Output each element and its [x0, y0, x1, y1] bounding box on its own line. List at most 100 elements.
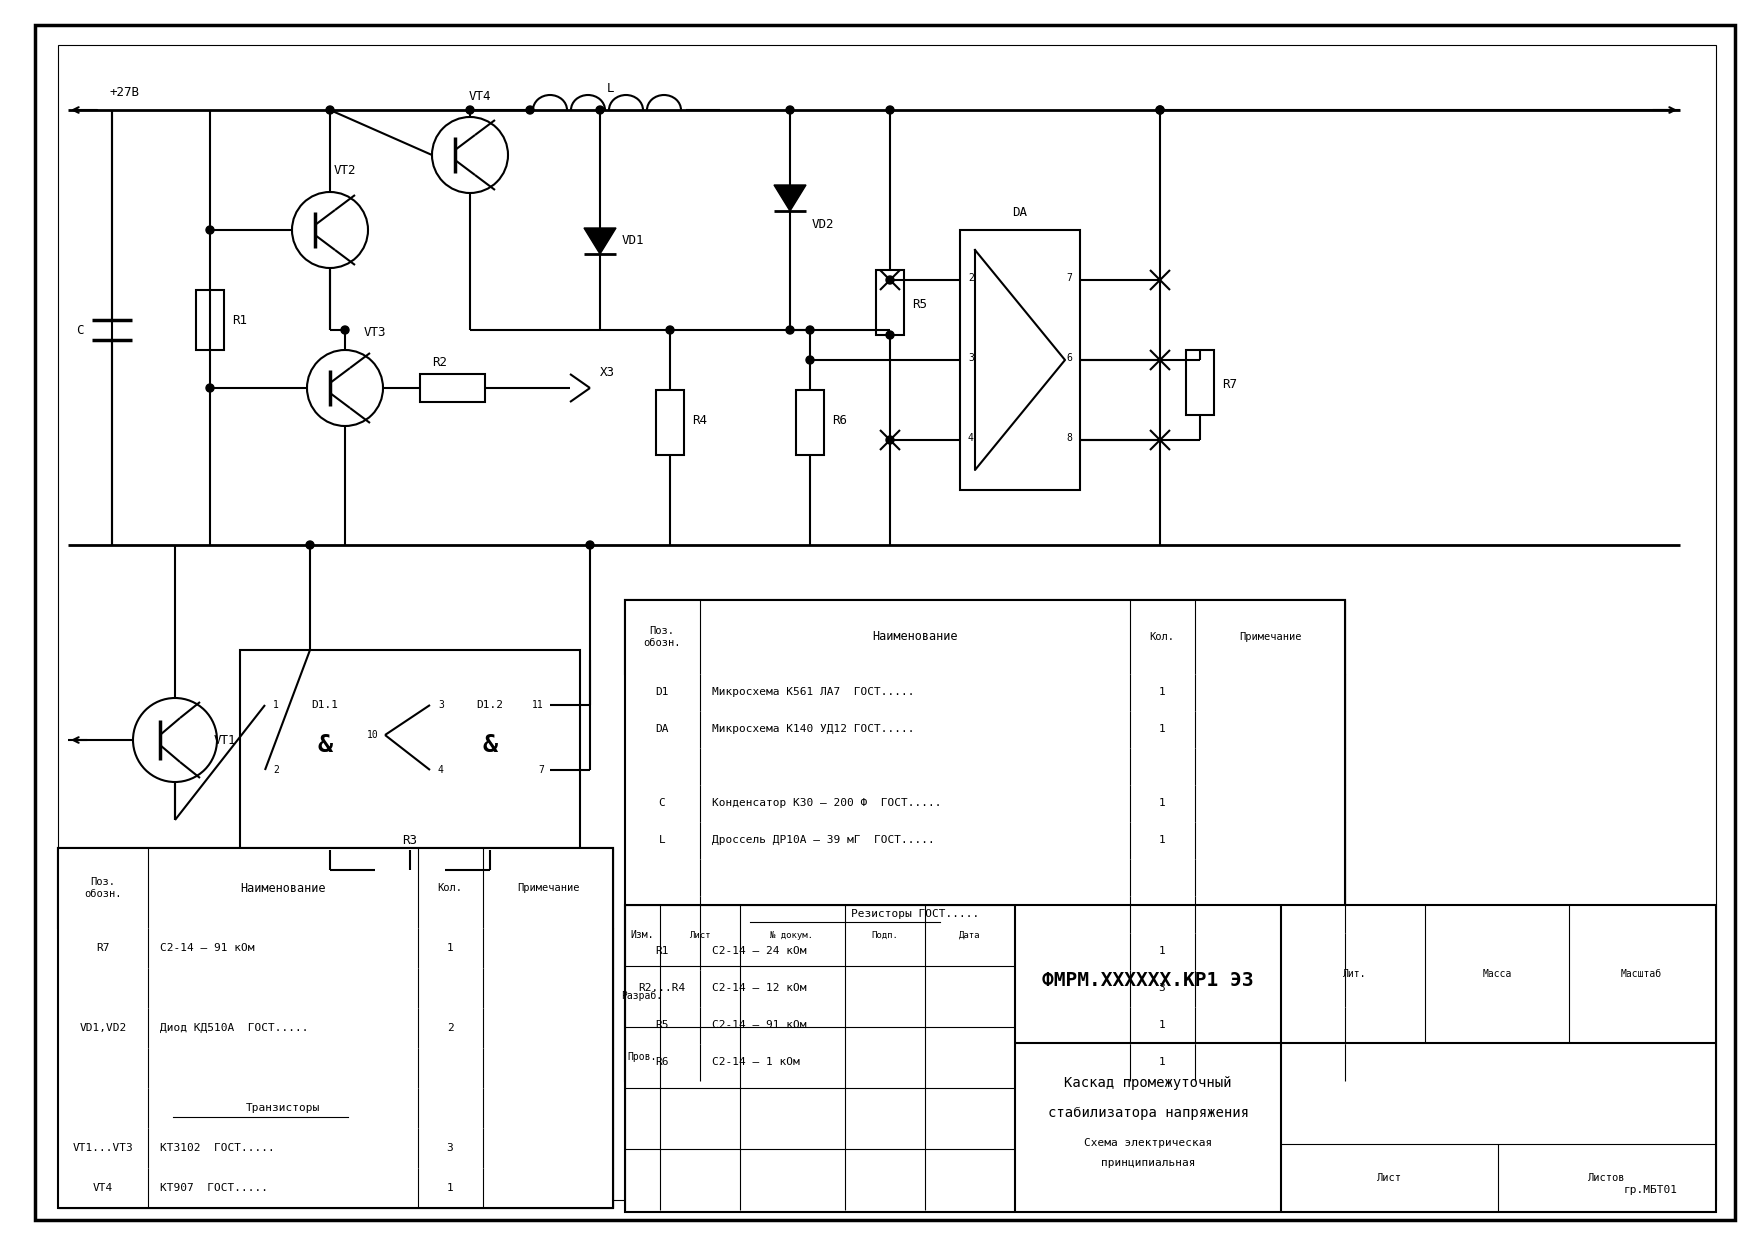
Text: Микросхема К561 ЛА7  ГОСТ.....: Микросхема К561 ЛА7 ГОСТ.....	[712, 687, 914, 697]
Text: VD1,VD2: VD1,VD2	[79, 1023, 126, 1033]
Text: стабилизатора напряжения: стабилизатора напряжения	[1047, 1106, 1249, 1120]
Bar	[624, 1007, 1345, 1044]
Text: Диод КД510А  ГОСТ.....: Диод КД510А ГОСТ.....	[160, 1023, 309, 1033]
Text: D1.2: D1.2	[477, 701, 503, 711]
Text: 1: 1	[447, 942, 453, 954]
Text: R4: R4	[693, 413, 707, 427]
Text: Пров.: Пров.	[628, 1052, 656, 1061]
Text: КТ907  ГОСТ.....: КТ907 ГОСТ.....	[160, 1183, 268, 1193]
Bar	[430, 680, 551, 800]
Circle shape	[467, 105, 474, 114]
Text: R1: R1	[232, 314, 247, 326]
Text: С2-14 – 91 кОм: С2-14 – 91 кОм	[712, 1021, 807, 1030]
Text: D1: D1	[656, 687, 668, 697]
Text: Примечание: Примечание	[1238, 632, 1301, 642]
Text: 1: 1	[1159, 946, 1165, 956]
Bar	[1186, 350, 1214, 415]
Text: +27В: +27В	[111, 87, 140, 99]
Circle shape	[326, 105, 333, 114]
Text: R2...R4: R2...R4	[638, 983, 686, 993]
Text: R7: R7	[1223, 378, 1237, 392]
Text: 2: 2	[447, 1023, 453, 1033]
Circle shape	[305, 541, 314, 549]
Bar	[58, 848, 612, 928]
Circle shape	[340, 326, 349, 334]
Bar	[624, 905, 1715, 1211]
Text: Кол.: Кол.	[437, 883, 463, 893]
Bar	[624, 785, 1345, 822]
Circle shape	[1156, 105, 1165, 114]
Text: Дроссель ДР10А – 39 мГ  ГОСТ.....: Дроссель ДР10А – 39 мГ ГОСТ.....	[712, 835, 935, 844]
Bar	[624, 970, 1345, 1007]
Bar	[624, 675, 1345, 711]
Text: С2-14 – 1 кОм: С2-14 – 1 кОм	[712, 1056, 800, 1066]
Polygon shape	[584, 228, 616, 254]
Bar	[624, 1044, 1345, 1081]
Text: 1: 1	[1159, 799, 1165, 808]
Circle shape	[586, 541, 595, 549]
Text: C: C	[77, 324, 84, 336]
Circle shape	[886, 331, 895, 339]
Bar	[875, 270, 903, 335]
Text: DA: DA	[656, 724, 668, 734]
Text: 3: 3	[438, 701, 444, 711]
Text: Листов: Листов	[1587, 1173, 1626, 1183]
Circle shape	[1156, 105, 1165, 114]
Text: № докум.: № докум.	[770, 930, 814, 940]
Text: 1: 1	[1159, 835, 1165, 844]
Text: VT2: VT2	[333, 164, 356, 176]
Text: 7: 7	[538, 765, 544, 775]
Text: КТ3102  ГОСТ.....: КТ3102 ГОСТ.....	[160, 1143, 275, 1153]
Text: 3: 3	[968, 353, 973, 363]
Bar	[624, 932, 1345, 970]
Text: R6: R6	[656, 1056, 668, 1066]
Text: С2-14 – 91 кОм: С2-14 – 91 кОм	[160, 942, 254, 954]
Circle shape	[886, 105, 895, 114]
Text: С2-14 – 12 кОм: С2-14 – 12 кОм	[712, 983, 807, 993]
Text: R3: R3	[402, 833, 417, 847]
Text: 2: 2	[968, 273, 973, 283]
Text: 1: 1	[1159, 687, 1165, 697]
Bar	[240, 650, 581, 849]
Text: Микросхема К140 УД12 ГОСТ.....: Микросхема К140 УД12 ГОСТ.....	[712, 724, 914, 734]
Text: R5: R5	[656, 1021, 668, 1030]
Text: L: L	[607, 82, 614, 94]
Bar	[196, 290, 225, 350]
Bar	[265, 680, 384, 800]
Text: 3: 3	[447, 1143, 453, 1153]
Circle shape	[205, 226, 214, 234]
Circle shape	[526, 105, 533, 114]
Bar	[58, 968, 612, 1008]
Bar	[58, 1048, 612, 1087]
Text: 4: 4	[438, 765, 444, 775]
Text: VT1...VT3: VT1...VT3	[72, 1143, 133, 1153]
Bar	[624, 711, 1345, 748]
Text: гр.МБТ01: гр.МБТ01	[1624, 1185, 1679, 1195]
Text: Наименование: Наименование	[872, 630, 958, 644]
Circle shape	[807, 326, 814, 334]
Bar	[419, 374, 486, 402]
Text: R1: R1	[656, 946, 668, 956]
Bar	[656, 391, 684, 455]
Text: ФМРМ.XXXXXX.КР1 ЭЗ: ФМРМ.XXXXXX.КР1 ЭЗ	[1042, 971, 1254, 991]
Text: Поз.
обозн.: Поз. обозн.	[84, 877, 121, 899]
Text: R5: R5	[912, 299, 928, 311]
Circle shape	[667, 326, 674, 334]
Bar	[58, 928, 612, 968]
Circle shape	[886, 277, 895, 284]
Text: DA: DA	[1012, 206, 1028, 218]
Text: Конденсатор К30 – 200 Ф  ГОСТ.....: Конденсатор К30 – 200 Ф ГОСТ.....	[712, 799, 942, 808]
Text: VT1: VT1	[214, 734, 237, 746]
Text: 1: 1	[1159, 1056, 1165, 1066]
Text: Масса: Масса	[1482, 968, 1512, 980]
Text: Подп.: Подп.	[872, 930, 898, 940]
Text: Изм.: Изм.	[630, 930, 654, 940]
Bar	[796, 391, 824, 455]
Bar	[624, 897, 1345, 932]
Circle shape	[596, 105, 603, 114]
Text: D1.1: D1.1	[312, 701, 339, 711]
Bar	[58, 1087, 612, 1128]
Circle shape	[886, 436, 895, 444]
Bar	[58, 1168, 612, 1208]
Text: принципиальная: принципиальная	[1102, 1158, 1194, 1168]
